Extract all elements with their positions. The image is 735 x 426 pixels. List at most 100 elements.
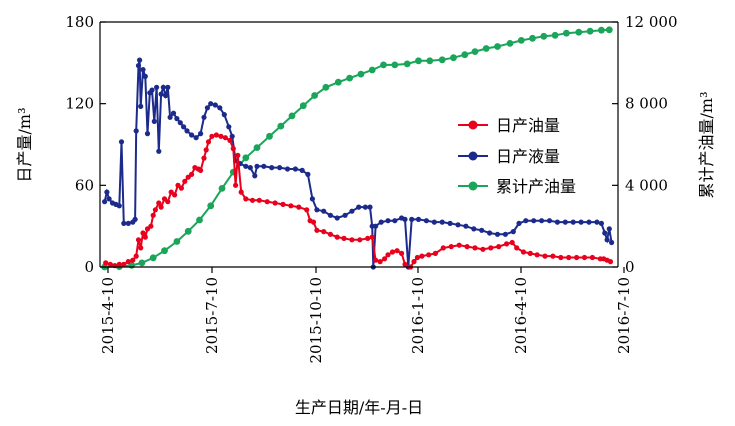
x-axis-title: 生产日期/年-月-日 <box>295 398 423 417</box>
data-point-oil <box>574 254 580 261</box>
data-point-liquid <box>133 128 139 134</box>
x-tick-label: 2016-1-10 <box>409 277 427 354</box>
data-point-liquid <box>305 171 311 177</box>
data-point-liquid <box>135 63 142 69</box>
y-axis-title: 日产量/m³ <box>15 108 34 183</box>
data-point-liquid <box>116 203 122 209</box>
data-point-liquid <box>154 84 160 90</box>
data-point-oil <box>249 197 256 203</box>
data-point-cumulative <box>311 92 318 99</box>
data-point-cumulative <box>461 51 469 59</box>
data-point-cumulative <box>551 31 559 39</box>
data-point-liquid <box>373 223 379 229</box>
data-point-oil <box>542 253 548 259</box>
data-point-oil <box>607 259 614 265</box>
data-point-liquid <box>609 239 615 246</box>
data-point-oil <box>496 244 502 250</box>
data-point-oil <box>394 248 400 254</box>
data-point-liquid <box>252 173 258 179</box>
legend-item-cumulative: 累计产油量 <box>458 177 576 196</box>
data-point-cumulative <box>391 61 399 69</box>
data-point-liquid <box>502 231 508 237</box>
data-point-cumulative <box>494 43 501 50</box>
data-point-cumulative <box>380 61 387 69</box>
data-point-oil <box>349 237 355 243</box>
data-point-liquid <box>229 133 235 139</box>
data-point-liquid <box>562 219 568 225</box>
data-point-liquid <box>149 87 155 93</box>
data-point-liquid <box>184 128 190 134</box>
data-point-liquid <box>198 131 204 137</box>
data-point-oil <box>213 132 219 138</box>
data-point-liquid <box>356 204 362 210</box>
data-point-oil <box>227 137 233 143</box>
data-point-oil <box>419 253 425 259</box>
data-point-liquid <box>221 112 227 118</box>
data-point-liquid <box>144 131 151 137</box>
data-point-oil <box>402 261 408 267</box>
data-point-oil <box>138 245 144 251</box>
data-point-oil <box>527 250 533 256</box>
data-point-cumulative <box>415 57 422 65</box>
data-point-oil <box>238 189 244 195</box>
data-point-cumulative <box>403 60 411 68</box>
series-oil <box>103 132 614 270</box>
data-point-liquid <box>193 135 199 141</box>
data-point-oil <box>107 261 113 267</box>
data-point-oil <box>209 133 215 139</box>
series-line-liquid <box>103 59 613 268</box>
data-point-oil <box>142 234 148 240</box>
data-point-oil <box>182 178 188 184</box>
y-tick-label: 120 <box>65 95 94 113</box>
data-point-oil <box>218 133 224 139</box>
data-point-oil <box>116 261 122 267</box>
data-point-oil <box>411 259 417 265</box>
data-point-cumulative <box>450 54 457 62</box>
data-point-liquid <box>299 167 305 173</box>
legend-marker-oil <box>468 120 478 130</box>
data-point-liquid <box>570 219 576 225</box>
data-point-liquid <box>118 139 125 145</box>
data-point-liquid <box>439 219 445 225</box>
data-point-cumulative <box>299 102 307 110</box>
legend-label-oil: 日产油量 <box>496 116 560 135</box>
data-point-oil <box>321 229 327 235</box>
data-point-liquid <box>284 166 291 172</box>
data-point-liquid <box>392 218 398 224</box>
data-point-oil <box>140 230 146 236</box>
data-point-liquid <box>137 57 143 63</box>
data-point-liquid <box>431 219 437 225</box>
data-point-oil <box>280 201 286 207</box>
data-point-liquid <box>402 216 408 222</box>
plot-frame <box>99 21 619 268</box>
data-point-cumulative <box>426 57 434 65</box>
data-point-oil <box>389 249 396 255</box>
legend-item-oil: 日产油量 <box>458 116 560 135</box>
data-point-liquid <box>463 223 469 229</box>
data-point-cumulative <box>598 26 605 34</box>
data-point-oil <box>133 253 139 259</box>
data-point-liquid <box>158 91 164 97</box>
data-point-oil <box>327 231 333 237</box>
data-point-liquid <box>471 226 477 232</box>
data-point-liquid <box>170 110 177 116</box>
y-tick-label: 180 <box>65 13 94 31</box>
legend-marker-cumulative <box>468 181 478 191</box>
data-point-cumulative <box>322 83 330 91</box>
data-point-oil <box>222 135 228 141</box>
data-point-liquid <box>189 132 195 138</box>
legend-marker-liquid <box>468 151 478 161</box>
data-point-cumulative <box>196 216 203 224</box>
data-point-oil <box>156 200 162 206</box>
data-point-cumulative <box>173 238 181 245</box>
data-point-liquid <box>539 218 545 224</box>
y-tick-label: 0 <box>84 258 94 276</box>
data-point-oil <box>152 207 158 213</box>
data-point-liquid <box>156 148 162 154</box>
data-point-oil <box>581 254 588 261</box>
data-point-liquid <box>602 230 608 236</box>
data-point-liquid <box>314 207 320 213</box>
data-point-oil <box>103 260 109 266</box>
data-point-oil <box>520 249 527 255</box>
